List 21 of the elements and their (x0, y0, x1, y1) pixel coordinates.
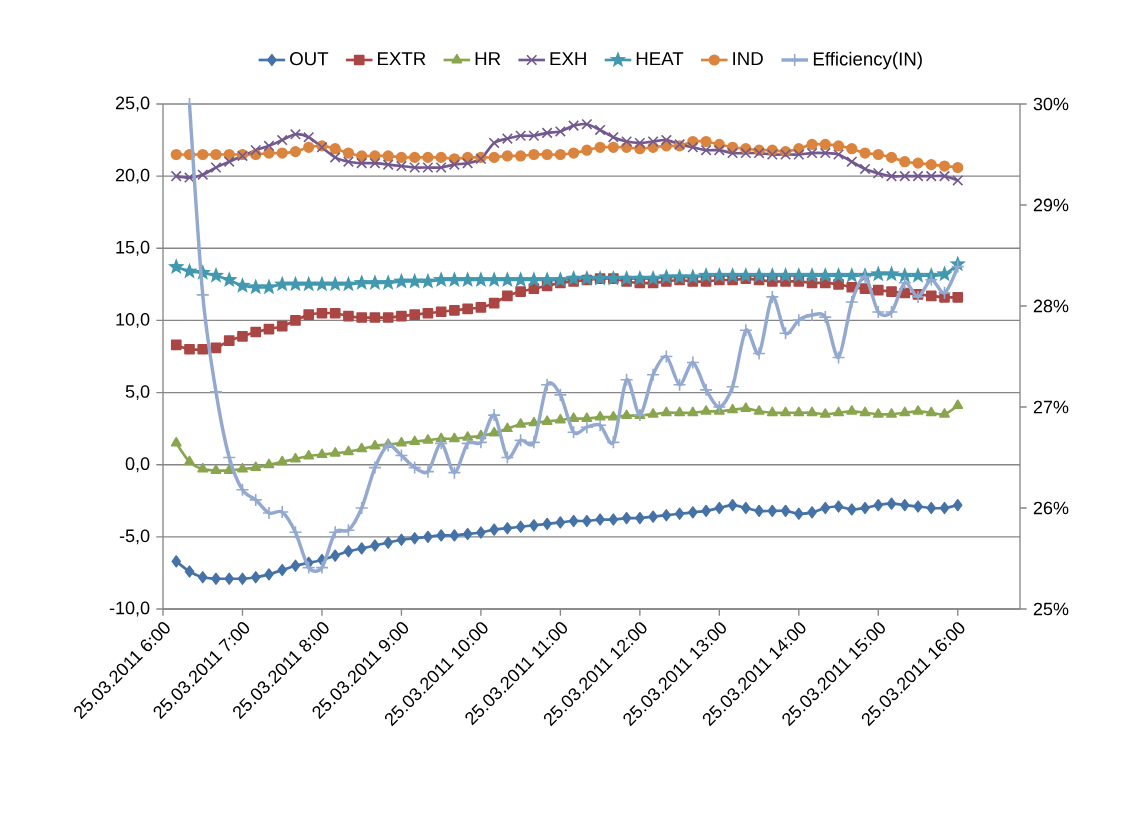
legend-label: Efficiency(IN) (813, 51, 922, 70)
y-tick-label: -5,0 (119, 529, 150, 545)
y2-tick-label: 25% (1033, 602, 1069, 616)
legend-label: HEAT (636, 52, 684, 66)
legend-label: HR (475, 52, 501, 66)
y2-tick-label: 27% (1033, 400, 1069, 414)
y2-tick-label: 29% (1033, 198, 1069, 212)
y2-tick-label: 26% (1033, 501, 1069, 515)
y-tick-label: 20,0 (115, 168, 150, 184)
legend-label: IND (733, 52, 763, 66)
y-tick-label: 0,0 (125, 457, 150, 473)
y-tick-label: -10,0 (109, 601, 150, 617)
legend-label: EXH (550, 52, 586, 66)
y-tick-label: 25,0 (115, 96, 150, 112)
y-tick-label: 10,0 (116, 312, 150, 328)
y2-tick-label: 28% (1033, 299, 1069, 313)
legend-label: EXTR (378, 52, 426, 66)
y-tick-label: 5,0 (125, 385, 150, 400)
legend-label: OUT (290, 52, 329, 66)
y2-tick-label: 30% (1033, 97, 1069, 111)
y-tick-label: 15,0 (116, 240, 150, 256)
